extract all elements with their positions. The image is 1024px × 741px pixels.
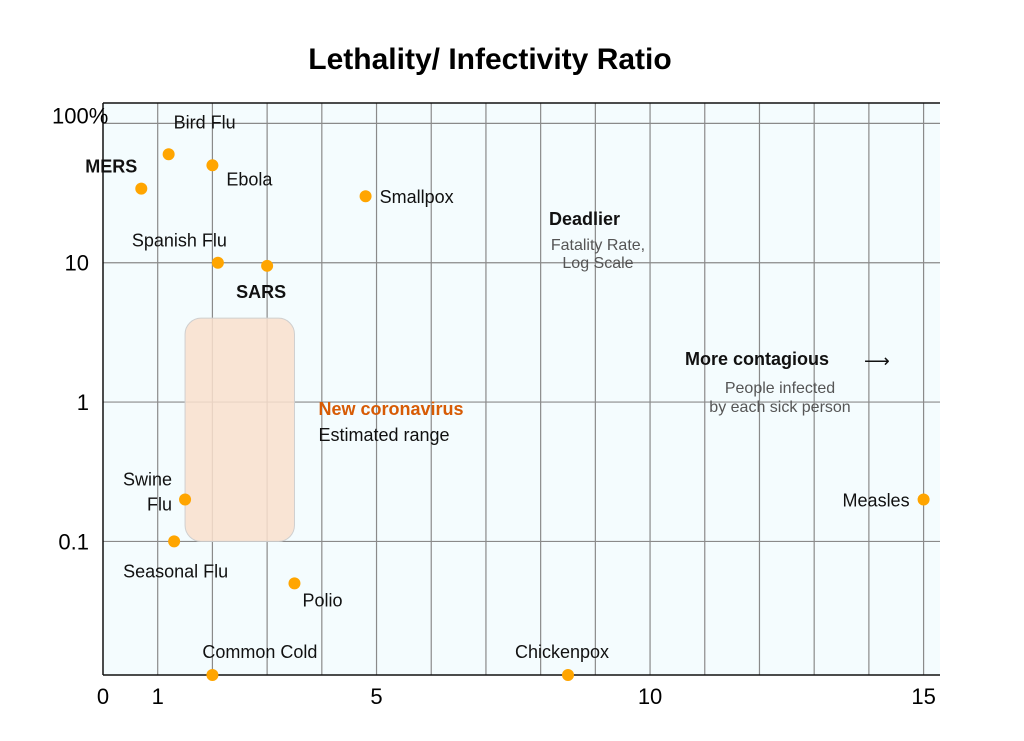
point-label: Polio bbox=[302, 590, 342, 610]
data-point bbox=[206, 669, 219, 681]
y-tick-label: 1 bbox=[77, 390, 89, 415]
point-label: Spanish Flu bbox=[132, 231, 227, 251]
chart-title: Lethality/ Infectivity Ratio bbox=[308, 43, 671, 76]
data-point bbox=[211, 256, 224, 269]
point-label: Measles bbox=[843, 490, 910, 510]
point-label: Smallpox bbox=[380, 187, 454, 207]
people-infected-annotation: People infected bbox=[725, 380, 835, 397]
point-label: Swine bbox=[123, 469, 172, 489]
x-tick-label: 1 bbox=[152, 684, 164, 709]
data-point bbox=[288, 577, 301, 590]
data-point bbox=[917, 493, 930, 506]
coronavirus-sublabel: Estimated range bbox=[318, 425, 449, 445]
data-point bbox=[206, 159, 219, 172]
data-point bbox=[562, 669, 574, 681]
contagious-annotation: More contagious bbox=[685, 349, 829, 369]
data-point bbox=[179, 493, 192, 506]
point-label: Common Cold bbox=[202, 642, 317, 662]
point-label: SARS bbox=[236, 282, 286, 302]
coronavirus-label: New coronavirus bbox=[318, 399, 463, 419]
data-point bbox=[168, 535, 181, 548]
y-tick-label: 10 bbox=[65, 251, 89, 276]
data-point bbox=[261, 259, 274, 272]
data-point bbox=[135, 182, 148, 195]
deadlier-annotation: Deadlier bbox=[549, 209, 620, 229]
y-tick-label: 0.1 bbox=[58, 529, 89, 554]
point-label: Chickenpox bbox=[515, 642, 609, 662]
y-tick-label: 100% bbox=[52, 103, 108, 128]
fatality-annotation: Fatality Rate, bbox=[551, 237, 645, 254]
data-point bbox=[359, 190, 372, 203]
x-tick-label: 10 bbox=[638, 684, 662, 709]
fatality-annotation: Log Scale bbox=[562, 255, 633, 272]
point-label: Seasonal Flu bbox=[123, 561, 228, 581]
point-label: Flu bbox=[147, 494, 172, 514]
people-infected-annotation: by each sick person bbox=[709, 399, 850, 416]
point-label: Ebola bbox=[226, 169, 273, 189]
data-point bbox=[162, 148, 175, 161]
x-tick-label: 0 bbox=[97, 684, 109, 709]
x-tick-label: 5 bbox=[370, 684, 382, 709]
coronavirus-range-box bbox=[184, 317, 295, 542]
point-label: MERS bbox=[85, 157, 137, 177]
right-arrow-icon: ⟶ bbox=[864, 351, 890, 371]
point-label: Bird Flu bbox=[174, 112, 236, 132]
x-tick-label: 15 bbox=[911, 684, 935, 709]
